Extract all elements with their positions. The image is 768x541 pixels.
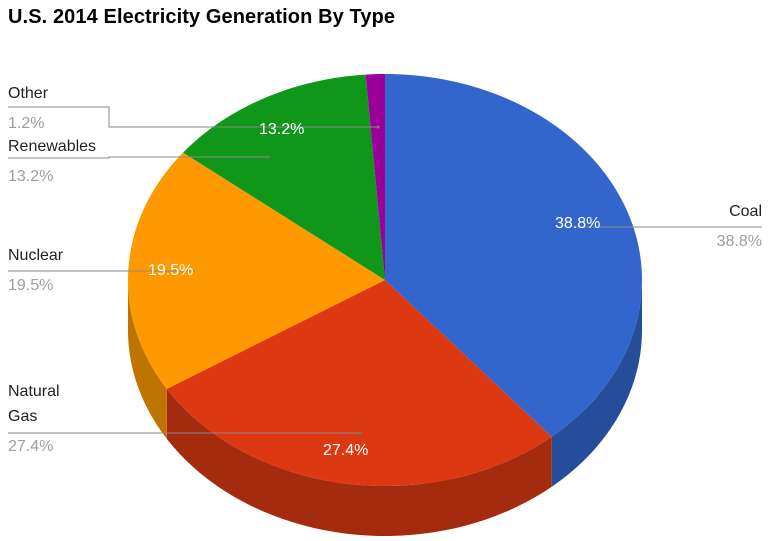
inside-label-nuclear: 19.5%	[148, 262, 194, 279]
label-natural-gas-name-2: Gas	[8, 408, 38, 425]
pie-side-walls	[128, 280, 642, 536]
pie-top	[128, 74, 642, 486]
pie-side-coal	[551, 280, 642, 487]
label-other-name: Other	[8, 85, 49, 102]
label-natural-gas-pct: 27.4%	[8, 438, 54, 455]
label-coal-name: Coal	[729, 203, 762, 220]
pie-side-nuclear	[128, 280, 167, 439]
pie-slice-coal	[385, 74, 642, 437]
label-renewables-name: Renewables	[8, 138, 97, 155]
inside-label-natural-gas: 27.4%	[323, 442, 369, 459]
label-coal-pct: 38.8%	[716, 233, 762, 250]
label-nuclear-pct: 19.5%	[8, 277, 54, 294]
inside-label-coal: 38.8%	[555, 215, 601, 232]
label-other-pct: 1.2%	[8, 115, 45, 132]
pie-side-natural-gas	[166, 388, 552, 536]
inside-label-renewables: 13.2%	[259, 121, 305, 138]
chart-title: U.S. 2014 Electricity Generation By Type	[8, 6, 396, 28]
label-nuclear-name: Nuclear	[8, 247, 64, 264]
label-renewables-pct: 13.2%	[8, 168, 54, 185]
pie-slice-natural-gas	[166, 280, 552, 486]
pie-slice-nuclear	[128, 152, 385, 389]
label-natural-gas-name-1: Natural	[8, 383, 60, 400]
